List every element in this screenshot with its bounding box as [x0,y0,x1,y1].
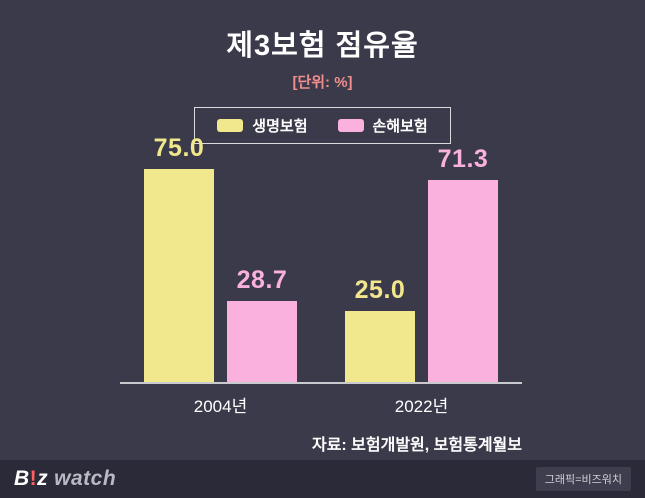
bar-damage-2004 [227,300,297,382]
bar-group-2004: 75.0 28.7 [144,134,297,382]
graphic-credit: 그래픽=비즈워치 [535,467,631,491]
bar-col-damage-2004: 28.7 [227,265,297,382]
bar-value-damage-2022: 71.3 [437,144,489,173]
bar-life-2022 [345,311,415,382]
bar-col-life-2022: 25.0 [345,276,415,382]
bar-value-life-2004: 75.0 [153,134,205,162]
bar-value-life-2022: 25.0 [354,276,406,304]
logo-watch: watch [54,467,117,490]
page-title: 제3보험 점유율 [226,30,419,62]
bar-group-2022: 25.0 71.3 [345,145,498,382]
footer-bar: B!z watch 그래픽=비즈워치 [0,460,645,498]
unit-label: [단위: %] [292,74,353,91]
legend-label-damage: 손해보험 [372,118,428,135]
logo-exclamation: ! [29,467,38,490]
bar-value-damage-2004: 28.7 [236,265,288,294]
legend-item-life: 생명보험 [217,115,308,136]
legend: 생명보험 손해보험 [0,107,645,144]
legend-box: 생명보험 손해보험 [194,107,451,144]
source-note: 자료: 보험개발원, 보험통계월보 [311,437,522,454]
plot-area: 75.0 28.7 25.0 71.3 [120,134,522,384]
logo-b: B [14,467,30,490]
x-label-2022: 2022년 [394,397,449,416]
legend-swatch-damage-icon [337,119,364,132]
bar-damage-2022 [428,179,498,382]
legend-label-life: 생명보험 [252,118,308,135]
bar-chart: 75.0 28.7 25.0 71.3 2004년 [120,134,522,455]
bizwatch-logo: B!z watch [14,467,116,491]
bar-col-damage-2022: 71.3 [428,145,498,382]
x-label-2004: 2004년 [193,397,248,416]
logo-z: z [37,467,49,490]
legend-swatch-life-icon [217,119,244,132]
legend-item-damage: 손해보험 [337,115,428,136]
bar-life-2004 [144,169,214,382]
bar-col-life-2004: 75.0 [144,134,214,382]
x-axis-labels: 2004년 2022년 [120,392,522,417]
